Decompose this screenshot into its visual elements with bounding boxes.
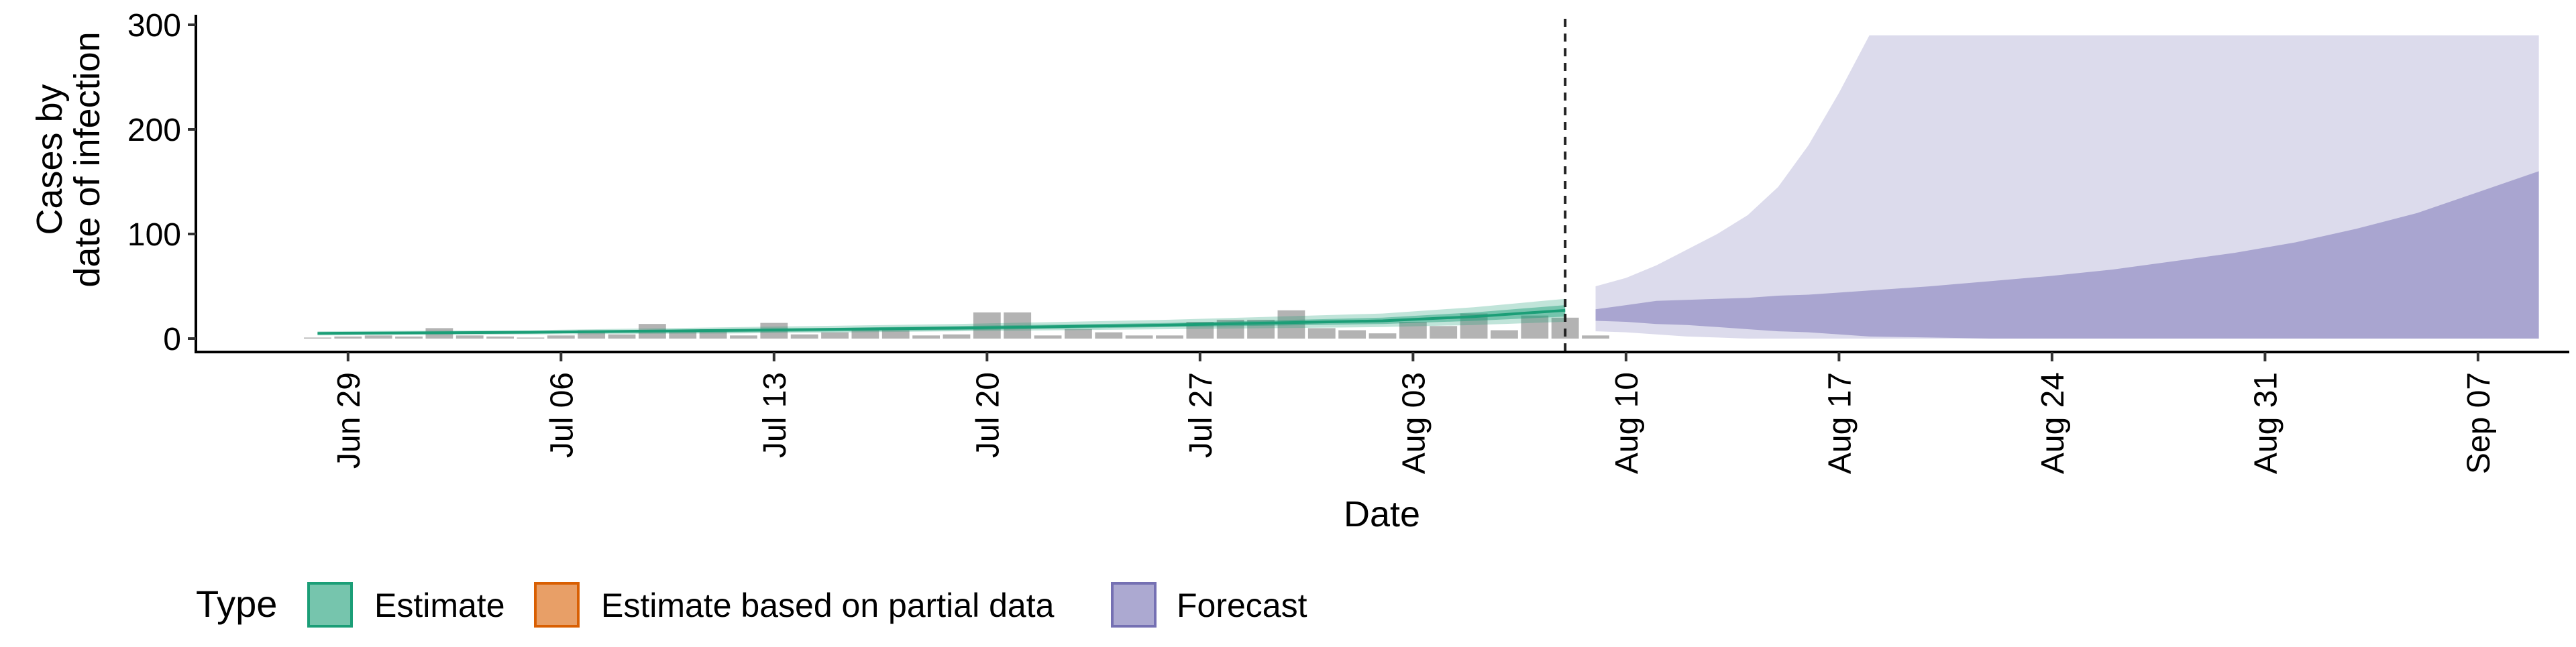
legend-item-estimate: Estimate [307,582,505,628]
reported-cases-bar [455,335,484,339]
reported-cases-bar [821,332,849,339]
forecast-band-50 [1595,171,2539,339]
x-tick-label: Aug 24 [2035,372,2071,474]
legend-item-partial-estimate: Estimate based on partial data [534,582,1055,628]
estimate-band-90 [317,298,1566,336]
x-tick-label: Jul 13 [757,372,793,458]
legend-swatch-forecast [1111,582,1157,628]
x-tick-label: Aug 03 [1396,372,1432,474]
reported-cases-bar [881,330,910,339]
reported-cases-bar [1491,330,1518,339]
reported-cases-bar [851,329,879,339]
x-tick-label: Aug 10 [1609,372,1645,474]
reported-cases-bar [547,335,575,339]
reported-cases-bar [790,334,818,339]
axes [195,15,2569,353]
y-axis-label-line-1: Cases by [30,84,70,235]
forecast-series [1595,35,2539,339]
x-tick-label: Aug 31 [2248,372,2284,474]
reported-cases-bar [730,335,757,339]
reported-cases-bar [1430,326,1458,339]
y-tick-label: 100 [127,217,181,253]
reported-cases-bar [334,336,362,339]
y-tick-label: 300 [127,8,181,44]
legend-item-forecast: Forecast [1111,582,1307,628]
reported-cases-bar [395,336,423,339]
legend-label-forecast: Forecast [1177,587,1307,624]
reported-cases-bar [973,312,1001,339]
reported-cases-bar [1582,335,1609,339]
legend: Type Estimate Estimate based on partial … [196,582,1307,628]
y-axis-ticks: 0 100 200 300 [127,8,196,357]
reported-cases-bar [1064,329,1092,339]
x-axis-label: Date [1344,494,1420,534]
y-tick-label: 0 [163,322,181,357]
x-tick-label: Jul 27 [1183,372,1219,458]
legend-label-partial-estimate: Estimate based on partial data [601,587,1055,624]
y-tick-label: 200 [127,113,181,148]
reported-cases-bar [1307,328,1336,339]
reported-cases-bar [1004,312,1032,339]
reported-cases-bar [1521,315,1549,339]
y-axis-label-line-2: date of infection [67,32,107,287]
legend-swatch-estimate [307,582,353,628]
reported-cases-bar [943,334,971,339]
reported-cases-bar [486,336,515,339]
reported-cases-bar [1399,322,1427,339]
reported-cases-bar [1156,335,1183,339]
estimate-median-line [317,308,1566,335]
legend-title: Type [196,583,277,625]
reported-cases-bar [608,334,636,339]
legend-label-estimate: Estimate [374,587,505,624]
reported-cases-bar [304,337,331,339]
reported-cases-bar [1095,332,1123,339]
reported-cases-bar [912,335,941,339]
reported-cases-bar [1368,333,1397,339]
reported-cases-bar [1338,330,1366,339]
x-tick-label: Jul 06 [544,372,580,458]
reported-cases-bar [1034,335,1062,339]
reported-cases-bar [1125,335,1153,339]
x-tick-label: Jun 29 [331,372,367,469]
reported-cases-bar [517,337,545,339]
reported-cases-bar [1277,310,1305,339]
legend-swatch-partial-estimate [534,582,580,628]
reported-cases-bar [364,335,392,339]
reported-cases-bar [669,331,697,339]
estimate-series [317,298,1566,336]
x-axis-ticks: Jun 29 Jul 06 Jul 13 Jul 20 Jul 27 Aug 03 Aug … [331,352,2497,474]
x-tick-label: Jul 20 [970,372,1006,458]
x-tick-label: Sep 07 [2461,372,2497,474]
x-tick-label: Aug 17 [1822,372,1858,474]
